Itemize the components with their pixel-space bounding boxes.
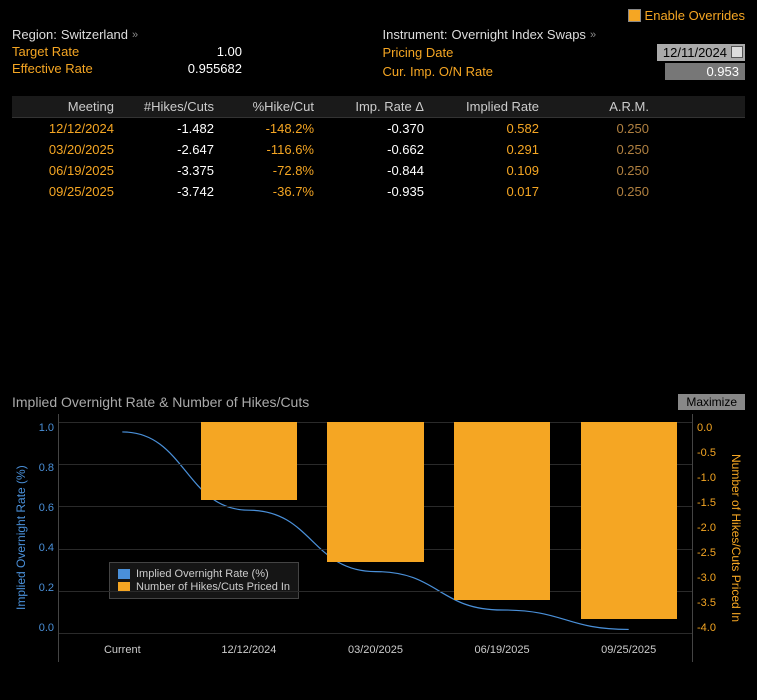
enable-overrides-label: Enable Overrides [645,8,745,23]
td-pct: -148.2% [222,118,322,139]
td-implied: 0.291 [432,139,547,160]
region-selector[interactable]: Region: Switzerland » [12,27,375,42]
td-meeting: 12/12/2024 [12,118,122,139]
td-hikes: -3.375 [122,160,222,181]
td-pct: -36.7% [222,181,322,202]
table-row[interactable]: 12/12/2024-1.482-148.2%-0.3700.5820.250 [12,118,745,139]
chart-area: Implied Overnight Rate (%) 1.00.80.60.40… [12,414,745,662]
cur-imp-value: 0.953 [665,63,745,80]
y-right-axis-label: Number of Hikes/Cuts Priced In [727,414,745,662]
enable-overrides-checkbox[interactable] [628,9,641,22]
td-hikes: -1.482 [122,118,222,139]
td-delta: -0.844 [322,160,432,181]
table-row[interactable]: 09/25/2025-3.742-36.7%-0.9350.0170.250 [12,181,745,202]
th-delta: Imp. Rate Δ [322,96,432,117]
th-pct: %Hike/Cut [222,96,322,117]
td-implied: 0.582 [432,118,547,139]
td-pct: -72.8% [222,160,322,181]
chevron-right-icon: » [590,29,596,41]
th-arm: A.R.M. [547,96,657,117]
instrument-selector[interactable]: Instrument: Overnight Index Swaps » [383,27,746,42]
td-hikes: -3.742 [122,181,222,202]
legend-line-swatch [118,569,130,579]
bar [454,422,550,600]
td-delta: -0.370 [322,118,432,139]
td-hikes: -2.647 [122,139,222,160]
td-delta: -0.662 [322,139,432,160]
bar [327,422,423,562]
td-implied: 0.017 [432,181,547,202]
td-arm: 0.250 [547,181,657,202]
x-axis-labels: Current12/12/202403/20/202506/19/202509/… [59,640,692,662]
td-delta: -0.935 [322,181,432,202]
table-row[interactable]: 06/19/2025-3.375-72.8%-0.8440.1090.250 [12,160,745,181]
maximize-button[interactable]: Maximize [678,394,745,410]
th-meeting: Meeting [12,96,122,117]
region-label: Region: [12,27,57,42]
bar [201,422,297,500]
legend-line-label: Implied Overnight Rate (%) [136,568,269,580]
target-rate-label: Target Rate [12,44,162,59]
rates-table: Meeting #Hikes/Cuts %Hike/Cut Imp. Rate … [12,96,745,386]
td-meeting: 06/19/2025 [12,160,122,181]
table-header: Meeting #Hikes/Cuts %Hike/Cut Imp. Rate … [12,96,745,118]
region-value: Switzerland [61,27,128,42]
y-left-axis-label: Implied Overnight Rate (%) [12,414,30,662]
cur-imp-label: Cur. Imp. O/N Rate [383,64,533,79]
y-left-ticks: 1.00.80.60.40.20.0 [30,414,58,662]
effective-rate-label: Effective Rate [12,61,162,76]
chart-legend: Implied Overnight Rate (%) Number of Hik… [109,562,299,599]
table-row[interactable]: 03/20/2025-2.647-116.6%-0.6620.2910.250 [12,139,745,160]
calendar-icon[interactable] [731,46,743,58]
th-implied: Implied Rate [432,96,547,117]
td-meeting: 09/25/2025 [12,181,122,202]
td-meeting: 03/20/2025 [12,139,122,160]
td-implied: 0.109 [432,160,547,181]
effective-rate-value: 0.955682 [162,61,242,76]
td-pct: -116.6% [222,139,322,160]
target-rate-value: 1.00 [162,44,242,59]
instrument-value: Overnight Index Swaps [452,27,586,42]
td-arm: 0.250 [547,160,657,181]
td-arm: 0.250 [547,118,657,139]
pricing-date-input[interactable]: 12/11/2024 [657,44,745,61]
chart-title: Implied Overnight Rate & Number of Hikes… [12,394,309,410]
instrument-label: Instrument: [383,27,448,42]
bar [581,422,677,619]
y-right-ticks: 0.0-0.5-1.0-1.5-2.0-2.5-3.0-3.5-4.0 [693,414,727,662]
td-arm: 0.250 [547,139,657,160]
pricing-date-label: Pricing Date [383,45,533,60]
chevron-right-icon: » [132,29,138,41]
th-hikes: #Hikes/Cuts [122,96,222,117]
